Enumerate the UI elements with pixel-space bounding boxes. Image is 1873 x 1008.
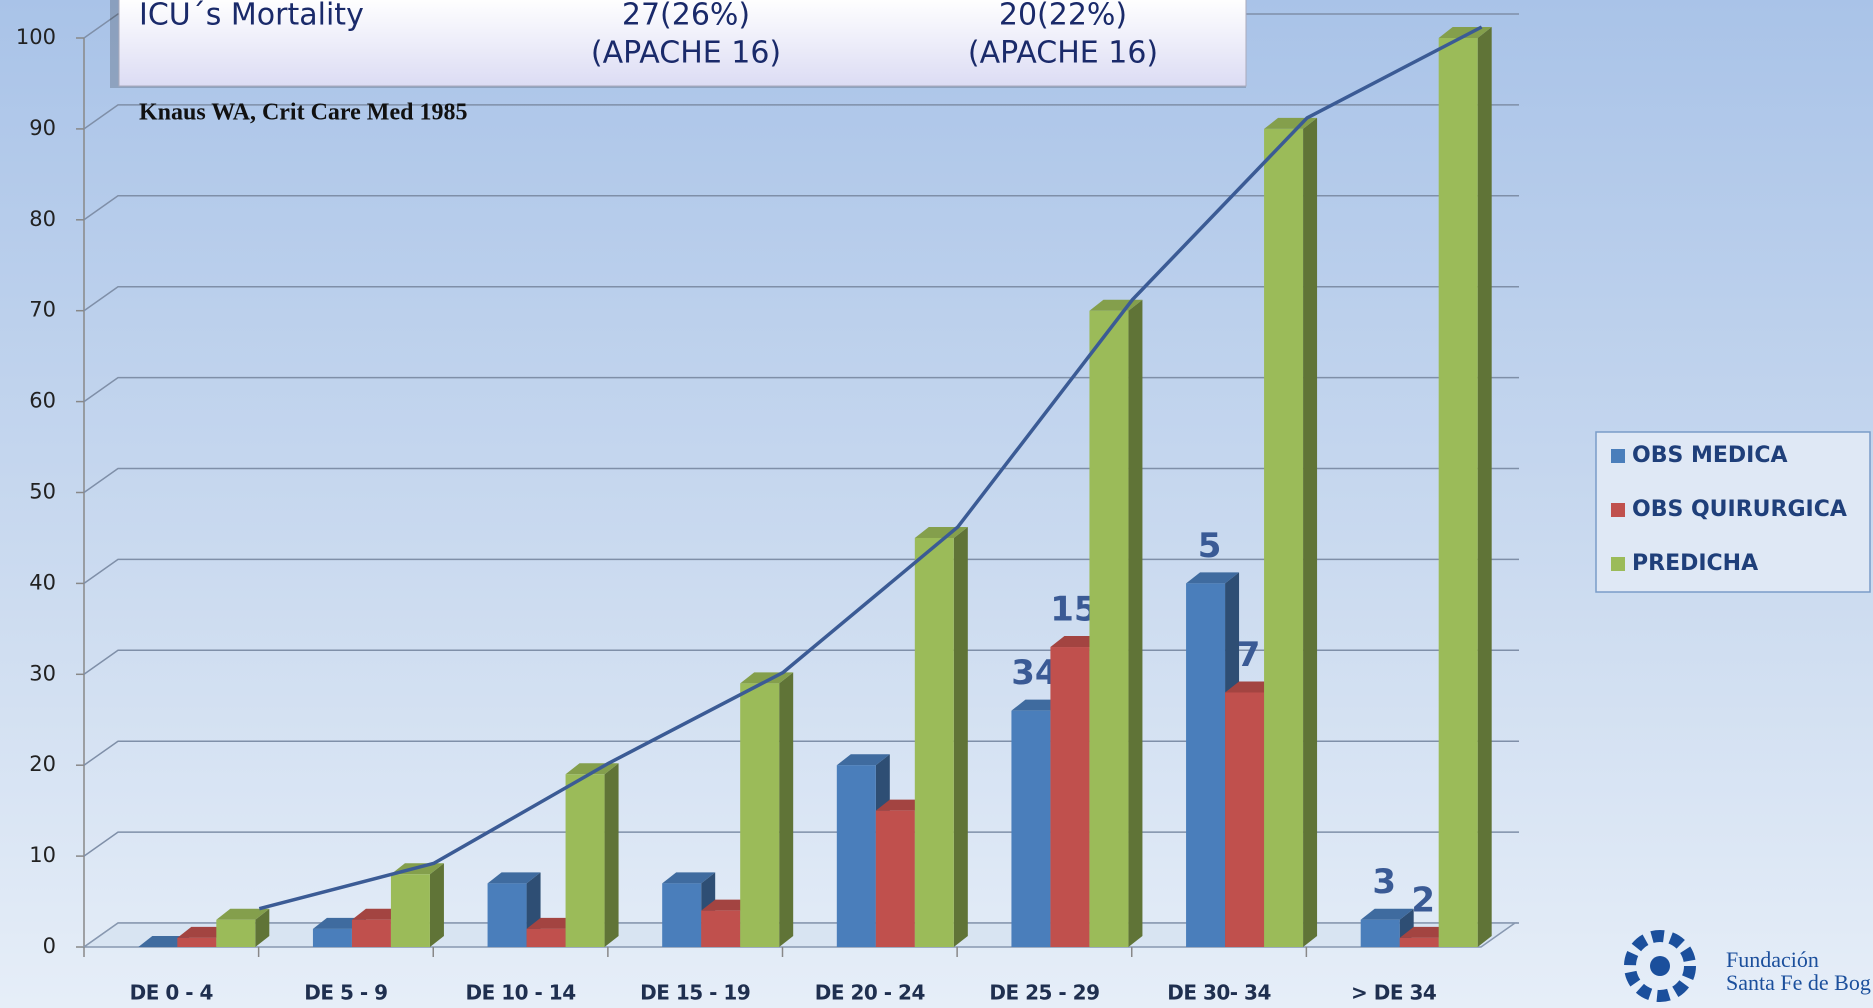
y-tick-label: 60 xyxy=(29,389,56,413)
point-label: 5 xyxy=(1198,526,1222,566)
table-cell: (APACHE 16) xyxy=(968,36,1158,71)
bar-top xyxy=(216,908,270,920)
line xyxy=(258,25,1483,911)
bar xyxy=(1225,692,1265,947)
bar xyxy=(487,883,527,947)
grid-line xyxy=(83,195,1519,221)
x-tick-label: DE 0 - 4 xyxy=(130,981,213,1005)
bar xyxy=(216,919,256,947)
table-cell: (APACHE 16) xyxy=(591,36,781,71)
y-tick-label: 80 xyxy=(29,207,56,231)
y-tick-label: 0 xyxy=(43,934,56,958)
point-label: 2 xyxy=(1411,880,1435,920)
bar xyxy=(740,683,780,947)
bar-top xyxy=(1360,908,1414,920)
plot-area: 0 10 20 30 40 50 60 70 80 90 100 DE 0 - 4 DE 5 - 9 DE… xyxy=(16,13,1519,1005)
bar xyxy=(1360,919,1400,947)
bar xyxy=(312,928,352,947)
y-tick-label: 10 xyxy=(29,843,56,867)
table-box xyxy=(118,0,1247,87)
legend-label: PREDICHA xyxy=(1632,551,1758,576)
legend-swatch xyxy=(1611,503,1625,517)
bar-side xyxy=(779,672,794,947)
table-cell: ICU´s Mortality xyxy=(139,0,364,33)
bar xyxy=(836,765,876,947)
y-tick-label: 100 xyxy=(16,25,56,49)
grid-line xyxy=(83,285,1519,312)
table-cell: 27(26%) xyxy=(622,0,750,33)
bar-side xyxy=(429,863,444,947)
bar-side xyxy=(604,763,619,947)
bar-side xyxy=(1303,117,1318,947)
bar xyxy=(662,883,702,947)
bar xyxy=(1050,647,1090,947)
bar-side xyxy=(1477,27,1492,947)
bar xyxy=(1186,583,1226,947)
logo-text: Fundación xyxy=(1726,947,1819,972)
y-tick-label: 40 xyxy=(29,570,56,594)
y-tick-label: 50 xyxy=(29,480,56,504)
legend-swatch xyxy=(1611,449,1625,463)
bar xyxy=(1399,937,1439,947)
x-tick-label: DE 25 - 29 xyxy=(989,981,1099,1005)
logo-mark xyxy=(1650,956,1670,976)
y-tick-label: 70 xyxy=(29,298,56,322)
bar xyxy=(351,919,391,947)
bar xyxy=(914,537,954,947)
bar-side xyxy=(953,526,968,947)
bar xyxy=(1011,710,1051,947)
bar xyxy=(526,928,566,947)
legend-label: OBS MEDICA xyxy=(1632,443,1788,468)
bar xyxy=(701,910,741,947)
legend-swatch xyxy=(1611,557,1625,571)
grid-line xyxy=(83,558,1519,585)
point-label: 7 xyxy=(1237,635,1261,675)
grid-line xyxy=(83,467,1519,494)
bar xyxy=(1264,128,1304,947)
grid-line xyxy=(83,376,1519,403)
table-cell: 20(22%) xyxy=(999,0,1127,33)
y-tick-label: 20 xyxy=(29,752,56,776)
bar xyxy=(177,937,217,947)
x-tick-label: > DE 34 xyxy=(1351,981,1436,1005)
x-tick-label: DE 20 - 24 xyxy=(815,981,925,1005)
citation: Knaus WA, Crit Care Med 1985 xyxy=(139,100,467,126)
grid-line xyxy=(83,104,1519,130)
bar-top xyxy=(662,872,716,884)
x-tick-label: DE 15 - 19 xyxy=(640,981,750,1005)
x-tick-label: DE 10 - 14 xyxy=(466,981,576,1005)
x-tick-label: DE 30- 34 xyxy=(1167,981,1271,1005)
logo-text: Santa Fe de Bog xyxy=(1726,970,1871,995)
bar-side xyxy=(1128,299,1143,947)
point-label: 3 xyxy=(1372,862,1396,902)
bar-top xyxy=(1186,572,1240,584)
y-tick-label: 90 xyxy=(29,116,56,140)
bar xyxy=(1438,38,1478,947)
bar-side xyxy=(255,908,270,947)
bar-top xyxy=(836,754,890,766)
bar xyxy=(565,774,605,947)
x-tick-label: DE 5 - 9 xyxy=(304,981,387,1005)
y-tick-label: 30 xyxy=(29,661,56,685)
logo-mark xyxy=(1624,930,1696,1002)
bar xyxy=(1089,310,1129,947)
bar xyxy=(390,874,430,947)
bar xyxy=(875,810,915,947)
legend-label: OBS QUIRURGICA xyxy=(1632,497,1847,522)
bar-top xyxy=(487,872,541,884)
logo xyxy=(1624,930,1696,1002)
legend-box xyxy=(1595,431,1871,593)
